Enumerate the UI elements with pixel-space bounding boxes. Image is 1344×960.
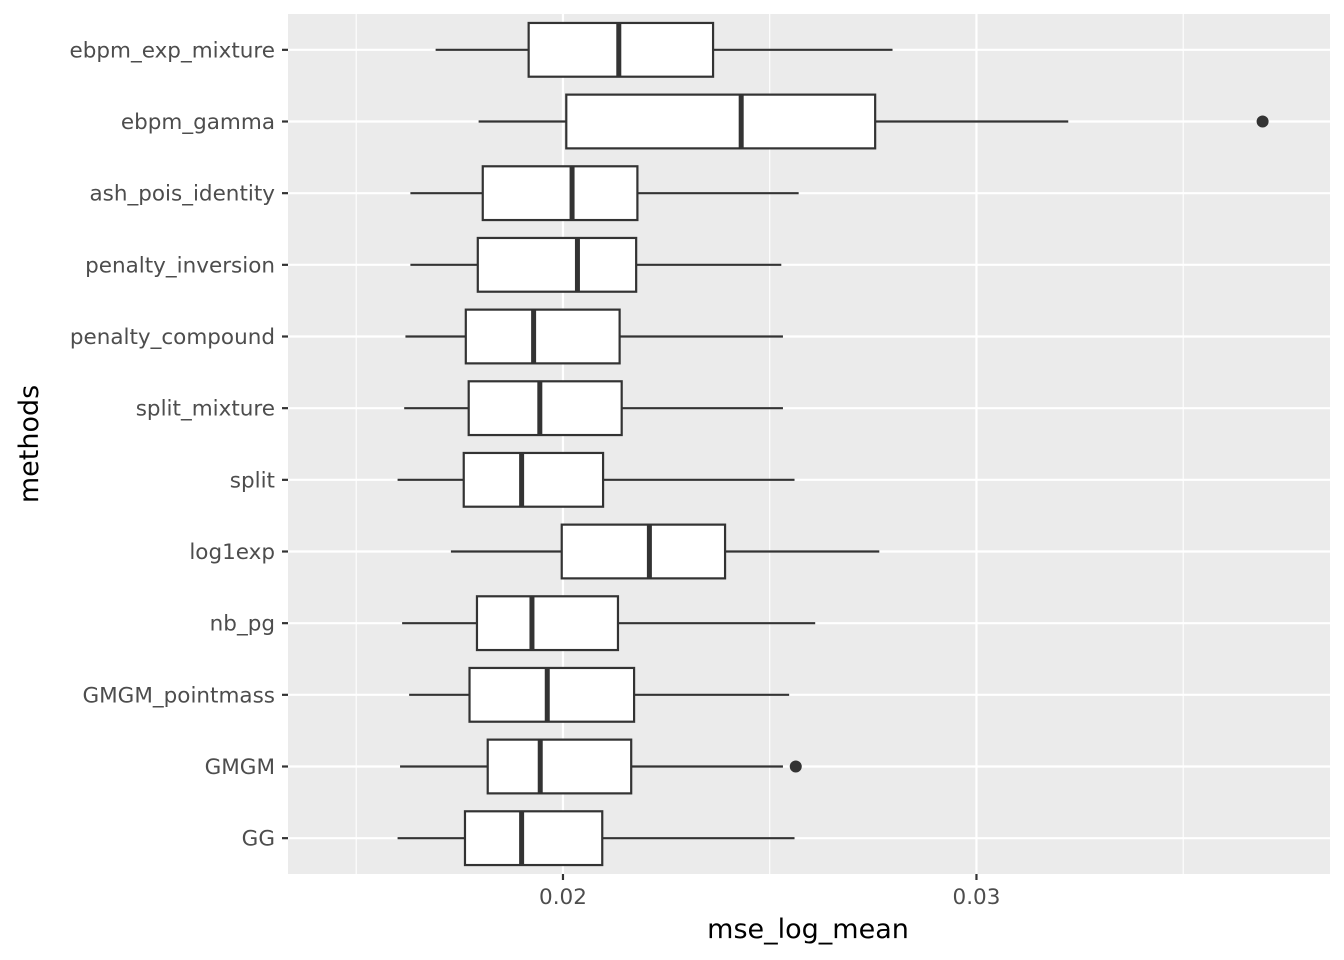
iqr-box <box>475 595 620 652</box>
box-log1exp <box>450 523 880 580</box>
iqr-box <box>463 810 604 867</box>
box-split <box>397 451 795 508</box>
iqr-box <box>464 308 621 365</box>
x-axis-title: mse_log_mean <box>707 914 909 945</box>
box-series <box>397 21 1269 867</box>
y-tick-label: split <box>230 468 275 493</box>
y-tick-label: GMGM <box>205 755 275 780</box>
y-axis: ebpm_exp_mixture ebpm_gamma ash_pois_ident… <box>70 38 288 852</box>
y-tick-label: ebpm_gamma <box>121 110 275 135</box>
box-GMGM_pointmass <box>409 666 790 723</box>
iqr-box <box>468 666 636 723</box>
box-GMGM <box>400 738 802 795</box>
box-penalty_inversion <box>410 236 782 293</box>
y-tick-label: log1exp <box>189 540 275 565</box>
y-axis-title: methods <box>14 385 45 503</box>
outlier-point <box>1256 115 1269 128</box>
iqr-box <box>565 93 877 150</box>
y-tick-label: nb_pg <box>210 612 275 637</box>
box-penalty_compound <box>405 308 783 365</box>
x-axis: 0.02 0.03 <box>539 874 1000 910</box>
y-tick-label: GMGM_pointmass <box>82 683 275 708</box>
y-tick-label: ash_pois_identity <box>89 182 275 207</box>
iqr-box <box>486 738 633 795</box>
outlier-point <box>789 760 802 773</box>
box-ebpm_exp_mixture <box>435 21 893 78</box>
box-GG <box>397 810 795 867</box>
y-tick-label: GG <box>242 827 275 852</box>
iqr-box <box>560 523 727 580</box>
x-tick-label: 0.03 <box>953 885 1001 910</box>
y-tick-label: ebpm_exp_mixture <box>70 38 275 63</box>
plot-panel <box>288 14 1330 874</box>
iqr-box <box>481 165 639 222</box>
y-tick-label: penalty_compound <box>70 325 275 350</box>
box-split_mixture <box>404 380 783 437</box>
y-tick-label: split_mixture <box>136 397 275 422</box>
box-nb_pg <box>402 595 816 652</box>
iqr-box <box>462 451 605 508</box>
box-ebpm_gamma <box>478 93 1269 150</box>
x-tick-label: 0.02 <box>539 885 587 910</box>
iqr-box <box>467 380 623 437</box>
box-ash_pois_identity <box>410 165 799 222</box>
iqr-box <box>476 236 638 293</box>
y-tick-label: penalty_inversion <box>85 253 275 278</box>
